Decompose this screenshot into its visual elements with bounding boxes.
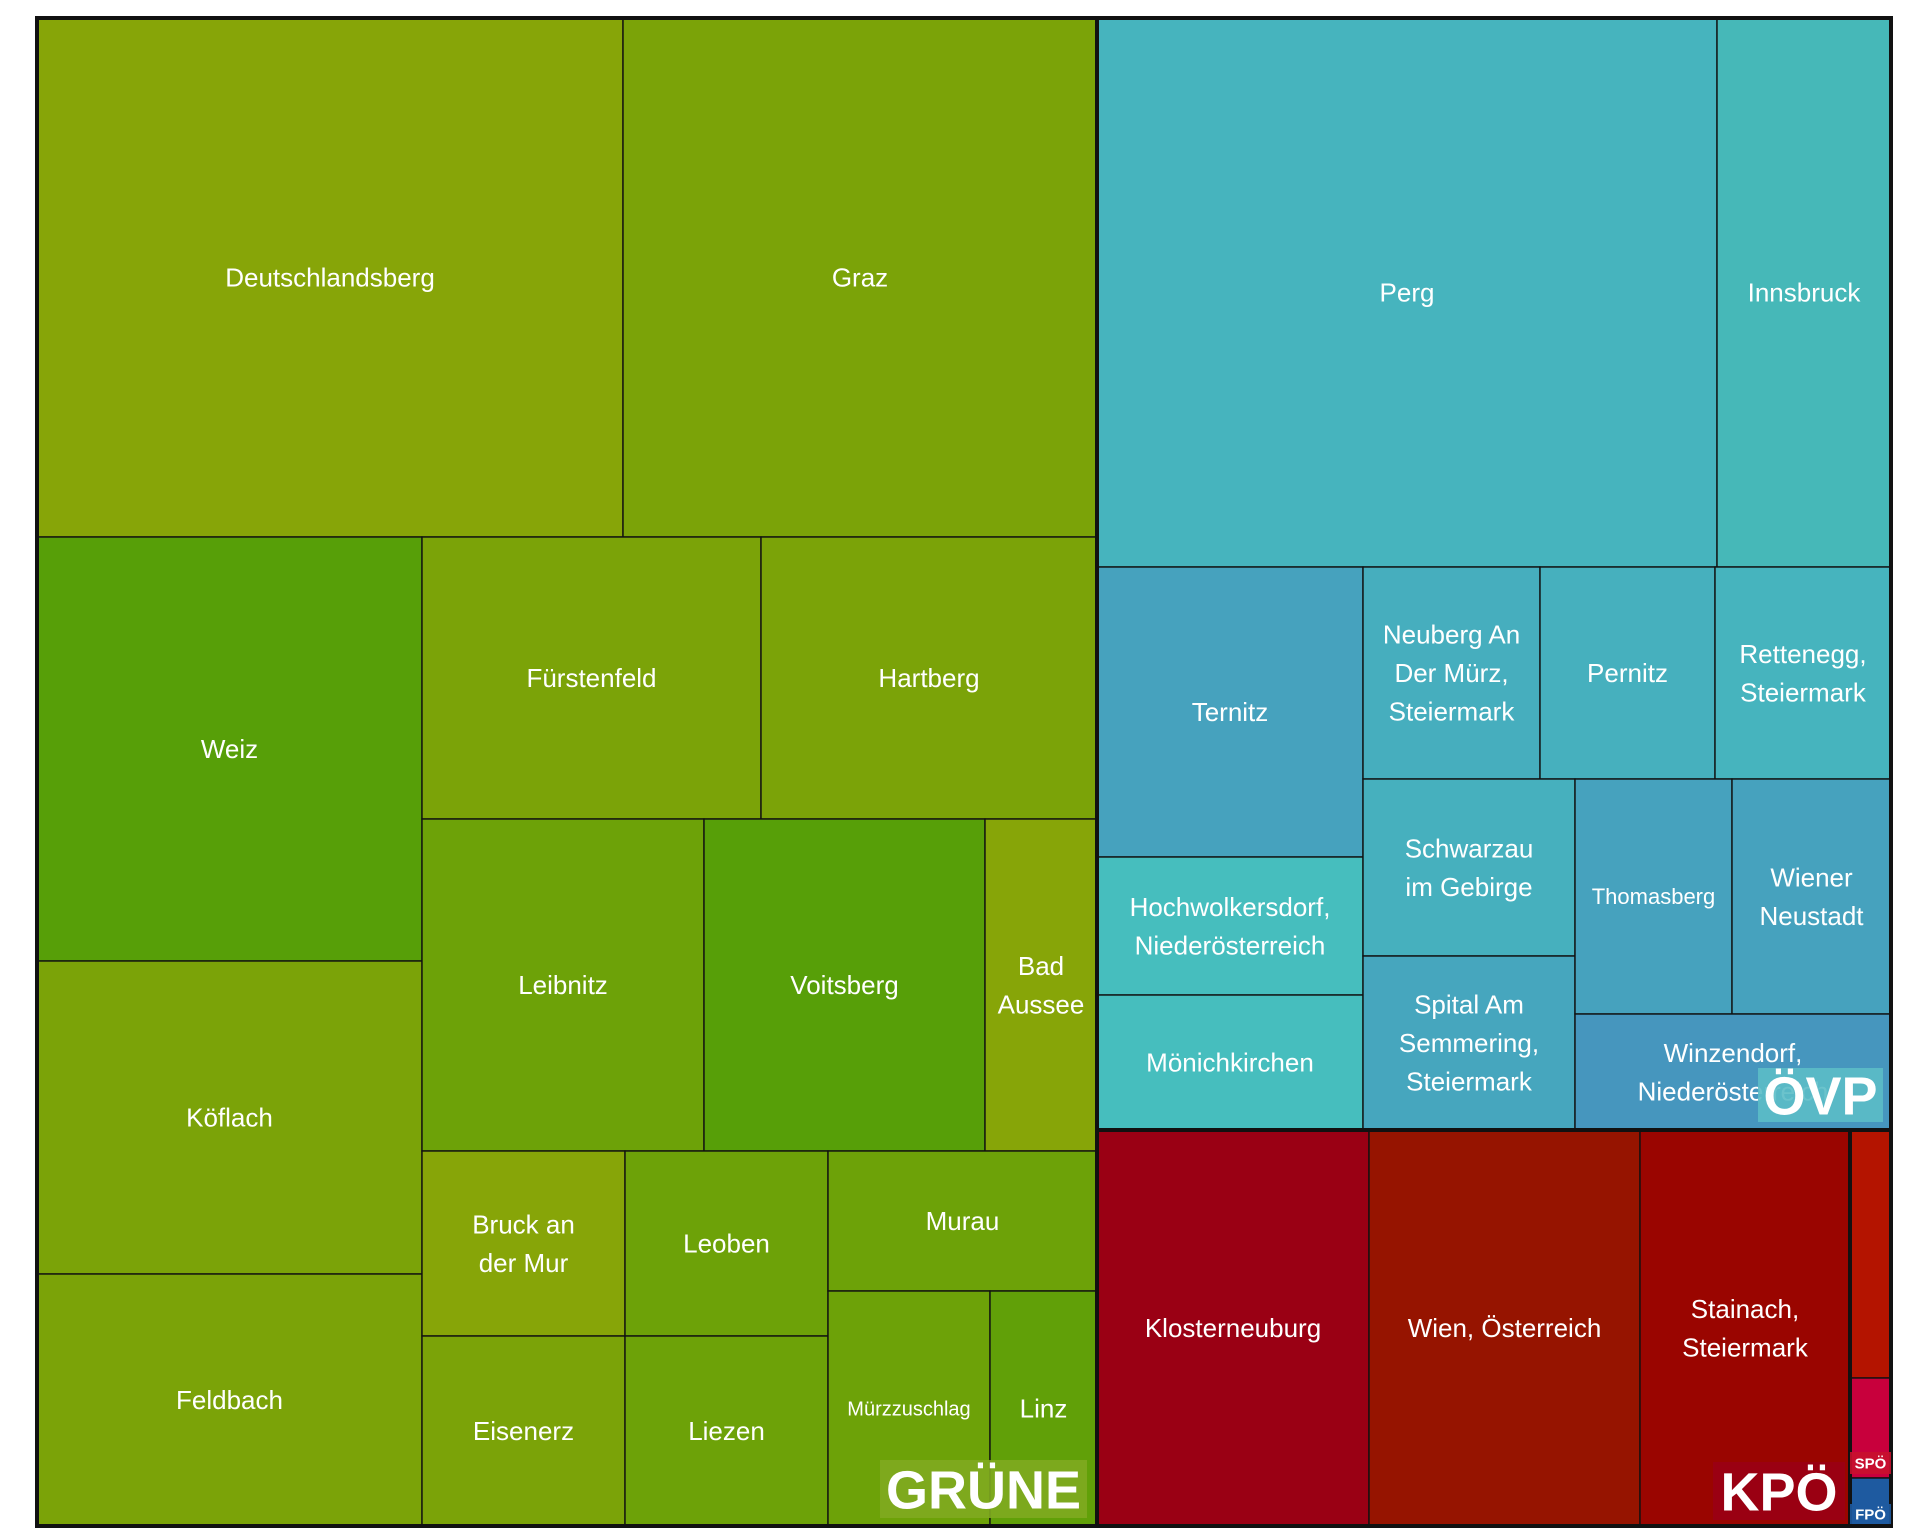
tile-label-stainach-steiermark: Stainach, Steiermark <box>1682 1294 1809 1362</box>
tile-bad-aussee <box>984 818 1098 1152</box>
tile-label-ternitz: Ternitz <box>1192 697 1269 727</box>
tile-fuerstenfeld <box>421 536 762 820</box>
tile-spoe-1 <box>1849 1129 1892 1379</box>
tile-label-klosterneuburg: Klosterneuburg <box>1145 1313 1321 1343</box>
tile-bruck-an-der-mur <box>421 1150 626 1337</box>
tile-label-fuerstenfeld: Fürstenfeld <box>526 663 656 693</box>
tile-leibnitz <box>421 818 705 1152</box>
tile-label-hartberg: Hartberg <box>878 663 979 693</box>
tile-klosterneuburg <box>1096 1129 1370 1527</box>
tile-koeflach <box>36 960 423 1275</box>
tile-label-wien-oesterreich: Wien, Österreich <box>1408 1313 1602 1343</box>
tile-ternitz <box>1096 566 1364 858</box>
group-label-bg-oevp <box>1758 1068 1883 1122</box>
group-labels: GRÜNE ÖVP KPÖ SPÖ FPÖ <box>880 1066 1891 1524</box>
tile-label-leibnitz: Leibnitz <box>518 970 608 1000</box>
tile-label-neuberg-an-der-muerz-steiermark: Neuberg An Der Mürz, Steiermark <box>1383 620 1520 727</box>
group-label-gruene: GRÜNE <box>886 1460 1081 1520</box>
group-label-bg-gruene <box>880 1460 1087 1518</box>
tile-rettenegg-steiermark <box>1714 566 1892 780</box>
tile-label-hochwolkersdorf-niederoesterreich: Hochwolkersdorf, Niederösterreich <box>1130 892 1331 960</box>
tile-label-eisenerz: Eisenerz <box>473 1416 574 1446</box>
tile-label-feldbach: Feldbach <box>176 1385 283 1415</box>
tile-hartberg <box>760 536 1098 820</box>
tile-hochwolkersdorf-niederoesterreich <box>1096 856 1364 996</box>
tile-weiz <box>36 536 423 962</box>
tile-label-weiz: Weiz <box>201 734 258 764</box>
tile-label-graz: Graz <box>832 263 888 293</box>
tile-label-voitsberg: Voitsberg <box>790 970 898 1000</box>
group-label-fpoe: FPÖ <box>1855 1506 1886 1523</box>
group-label-kpoe: KPÖ <box>1720 1462 1837 1522</box>
tile-label-bruck-an-der-mur: Bruck an der Mur <box>472 1209 575 1277</box>
tile-murau <box>827 1150 1098 1292</box>
tile-feldbach <box>36 1273 423 1527</box>
tile-label-leoben: Leoben <box>683 1229 770 1259</box>
tile-perg <box>1096 17 1718 568</box>
tile-label-linz: Linz <box>1020 1394 1068 1424</box>
tile-label-moenichkirchen: Mönichkirchen <box>1146 1048 1314 1078</box>
tile-label-pernitz: Pernitz <box>1587 658 1668 688</box>
tile-eisenerz <box>421 1335 626 1527</box>
tile-pernitz <box>1539 566 1716 780</box>
group-borders <box>35 16 1893 1528</box>
tile-schwarzau-im-gebirge <box>1362 778 1576 957</box>
tile-label-spital-am-semmering-steiermark: Spital Am Semmering, Steiermark <box>1399 990 1539 1097</box>
tile-label-bad-aussee: Bad Aussee <box>998 951 1085 1019</box>
tile-thomasberg <box>1574 778 1733 1015</box>
tile-wien-oesterreich <box>1368 1129 1641 1527</box>
tile-moenichkirchen <box>1096 994 1364 1131</box>
group-label-bg-spoe <box>1850 1452 1891 1474</box>
tile-label-rettenegg-steiermark: Rettenegg, Steiermark <box>1739 639 1866 707</box>
tile-label-thomasberg: Thomasberg <box>1592 884 1716 909</box>
tile-liezen <box>624 1335 829 1527</box>
tile-label-liezen: Liezen <box>688 1416 765 1446</box>
tile-label-wiener-neustadt: Wiener Neustadt <box>1759 862 1864 930</box>
tile-neuberg-an-der-muerz-steiermark <box>1362 566 1541 780</box>
tile-innsbruck <box>1716 17 1892 568</box>
tile-label-schwarzau-im-gebirge: Schwarzau im Gebirge <box>1405 833 1534 901</box>
tile-label-murau: Murau <box>926 1206 1000 1236</box>
group-label-oevp: ÖVP <box>1763 1066 1877 1126</box>
chart-border <box>35 16 1893 1528</box>
tile-label-koeflach: Köflach <box>186 1103 273 1133</box>
tile-spital-am-semmering-steiermark <box>1362 955 1576 1131</box>
tile-deutschlandsberg <box>36 17 624 538</box>
group-label-bg-fpoe <box>1850 1504 1891 1524</box>
tile-label-deutschlandsberg: Deutschlandsberg <box>225 263 435 293</box>
tile-label-muerzzuschlag: Mürzzuschlag <box>847 1399 970 1421</box>
tile-graz <box>622 17 1098 538</box>
tile-label-perg: Perg <box>1380 278 1435 308</box>
tiles <box>36 17 1892 1527</box>
tile-label-innsbruck: Innsbruck <box>1748 278 1862 308</box>
tile-wiener-neustadt <box>1731 778 1892 1015</box>
group-label-spoe: SPÖ <box>1855 1455 1887 1472</box>
tile-labels: Deutschlandsberg Graz Weiz Köflach Feldbach F… <box>176 263 1867 1446</box>
tile-stainach-steiermark <box>1639 1129 1851 1527</box>
group-label-bg-kpoe <box>1713 1462 1845 1520</box>
